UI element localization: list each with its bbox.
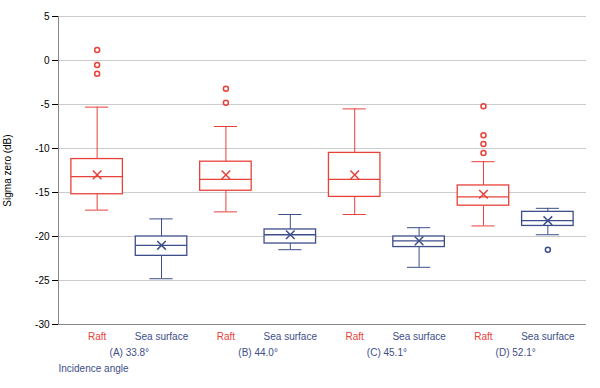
svg-text:0: 0 — [44, 55, 50, 66]
svg-text:Sea surface: Sea surface — [521, 331, 575, 342]
svg-text:Raft: Raft — [346, 331, 365, 342]
svg-text:(D) 52.1°: (D) 52.1° — [496, 347, 536, 358]
svg-text:Sea surface: Sea surface — [264, 331, 318, 342]
svg-text:Sea surface: Sea surface — [135, 331, 189, 342]
svg-text:-15: -15 — [35, 187, 50, 198]
svg-text:Raft: Raft — [217, 331, 236, 342]
svg-text:5: 5 — [44, 11, 50, 22]
svg-text:Sigma zero (dB): Sigma zero (dB) — [2, 134, 13, 206]
svg-text:-30: -30 — [35, 319, 50, 330]
svg-text:-10: -10 — [35, 143, 50, 154]
svg-text:(C) 45.1°: (C) 45.1° — [367, 347, 407, 358]
svg-text:Incidence angle: Incidence angle — [59, 363, 129, 374]
svg-text:(A) 33.8°: (A) 33.8° — [110, 347, 150, 358]
svg-text:Raft: Raft — [474, 331, 493, 342]
svg-text:-5: -5 — [41, 99, 50, 110]
svg-text:(B) 44.0°: (B) 44.0° — [238, 347, 278, 358]
svg-text:Raft: Raft — [88, 331, 107, 342]
svg-text:-25: -25 — [35, 275, 50, 286]
svg-text:Sea surface: Sea surface — [392, 331, 446, 342]
svg-text:-20: -20 — [35, 231, 50, 242]
